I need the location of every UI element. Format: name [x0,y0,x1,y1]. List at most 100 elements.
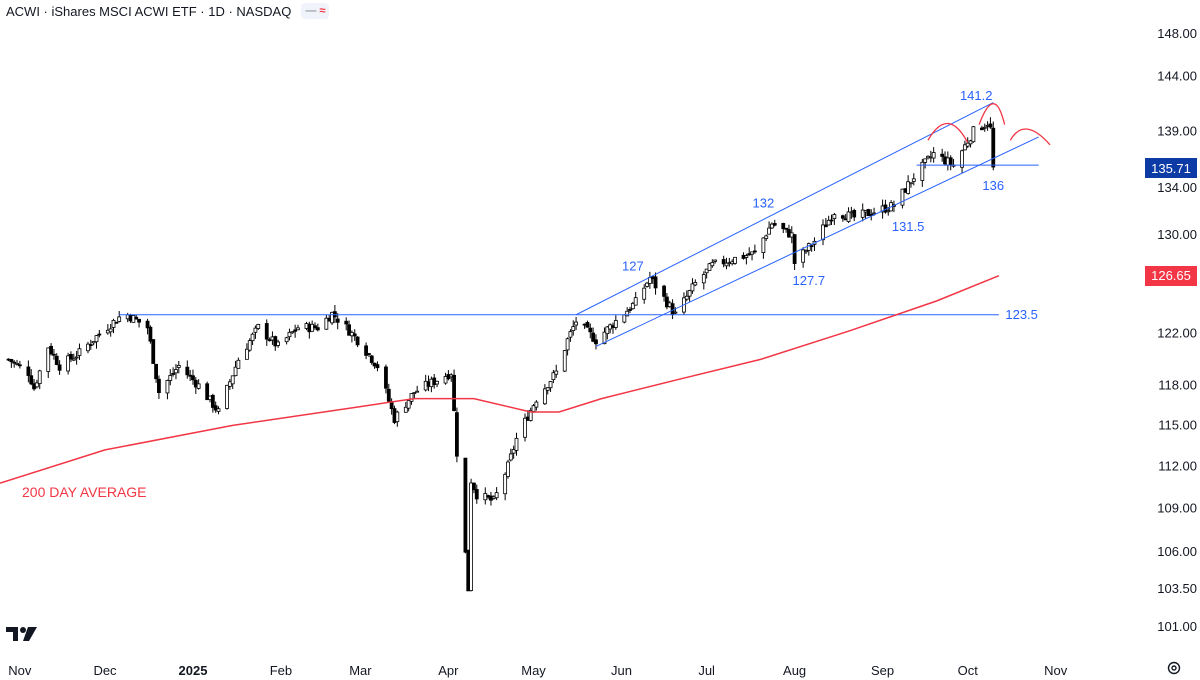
x-tick-label: May [521,663,546,678]
candle-body [594,339,598,345]
candle-body [574,321,578,326]
candle-body [568,331,573,338]
candle-body [273,336,278,347]
candle-body [920,161,925,181]
candle-body [347,324,351,336]
price-annotation: 127.7 [793,273,826,288]
candle-body [86,343,90,352]
candle-body [114,321,119,324]
candle-body [923,158,928,163]
candle-body [364,345,368,356]
candle-body [523,417,527,438]
candle-body [642,287,647,300]
candle-body [872,212,876,215]
candle-body [97,333,102,336]
candle-body [542,388,547,405]
candle-body [821,224,825,241]
candle-body [9,359,14,363]
minus-icon[interactable]: — [305,5,317,17]
y-tick-label: 122.00 [1157,326,1197,341]
candle-body [171,373,176,375]
candle-body [744,255,749,258]
candle-body [313,325,317,329]
last-price-badge: 135.71 [1145,158,1197,179]
x-tick-label: Dec [93,663,117,678]
candle-body [503,474,508,495]
moving-average [0,275,1000,484]
x-axis[interactable]: Nov Dec 2025 Feb Mar Apr May Jun Jul Aug Sep Oct Nov [8,663,1067,678]
candle-body [26,366,31,376]
candle-body [174,369,178,374]
candle-body [670,303,675,315]
candle-body [733,256,737,264]
x-tick-label: Apr [438,663,459,678]
candle-body [588,327,593,333]
indicator-pill[interactable]: — ≈ [301,3,330,19]
price-annotation: 132 [753,195,775,210]
candle-body [406,400,411,409]
ma-price-value: 126.65 [1151,268,1191,284]
candle-body [931,152,936,159]
candle-body [395,411,400,423]
candle-body [684,295,689,300]
tradingview-logo[interactable] [6,624,40,644]
candle-body [494,492,499,499]
candle-body [809,245,814,248]
candle-body [230,375,235,385]
candle-body [225,384,229,409]
candle-body [264,323,269,340]
candle-body [253,327,258,333]
candle-body [367,353,371,355]
candle-body [571,326,576,331]
y-tick-label: 144.00 [1157,68,1197,83]
settings-gear-icon[interactable] [1166,660,1182,676]
y-tick-label: 115.00 [1158,417,1197,432]
candle-body [988,123,993,128]
candle-body [662,285,666,297]
x-tick-label: Aug [783,663,806,678]
candle-body [971,126,976,143]
y-tick-label: 134.00 [1157,180,1197,195]
x-tick-label: Nov [1044,663,1068,678]
candle-body [250,333,255,342]
trendlines [119,102,1039,347]
candle-body [554,370,559,375]
candle-body [315,327,320,331]
y-tick-label: 139.00 [1157,123,1197,138]
candle-body [12,361,17,364]
candle-body [801,249,806,263]
candle-body [324,317,329,330]
candle-body [287,331,292,338]
y-axis[interactable]: 148.00 144.00 139.00 134.00 130.00 122.00 118.… [1157,26,1197,634]
candle-body [88,344,93,346]
candle-body [968,140,973,145]
candle-body [804,250,808,253]
candle-body [602,331,607,345]
candle-body [860,209,865,218]
y-tick-label: 148.00 [1157,26,1197,41]
candle-body [386,388,391,402]
x-tick-label: Oct [958,663,979,678]
candle-body [752,250,757,253]
candle-body [690,283,695,292]
symbol-title[interactable]: ACWI · iShares MSCI ACWI ETF · 1D · NASD… [6,3,292,19]
candle-body [165,380,170,394]
candle-body [948,157,953,165]
candle-body [528,409,533,421]
price-annotation: 136 [982,178,1004,193]
candle-body [551,372,556,380]
candle-body [185,366,190,376]
candle-body [284,337,289,343]
y-tick-label: 103.50 [1157,581,1197,596]
candle-body [767,227,771,235]
candle-body [94,335,99,343]
price-annotation: 127 [622,259,644,274]
candle-body [585,322,590,328]
candle-body [911,178,916,182]
wave-icon[interactable]: ≈ [319,5,326,17]
candle-body [665,296,669,308]
candle-body [472,482,476,491]
candle-body [196,383,201,389]
y-tick-label: 109.00 [1157,501,1197,516]
